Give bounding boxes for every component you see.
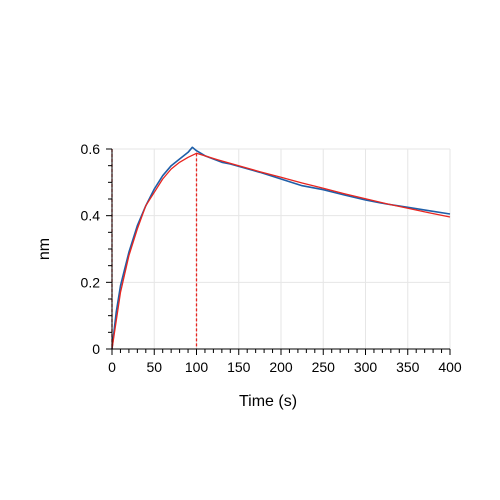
x-tick-label: 150 [227, 359, 251, 375]
y-axis-label: nm [36, 238, 53, 260]
x-tick-label: 300 [354, 359, 378, 375]
grid [112, 148, 451, 349]
y-tick-label: 0.6 [81, 141, 101, 157]
x-tick-label: 100 [185, 359, 209, 375]
x-tick-label: 50 [146, 359, 162, 375]
series-line-2 [111, 152, 451, 350]
y-tick-label: 0.2 [81, 274, 101, 290]
x-tick-label: 350 [396, 359, 420, 375]
x-tick-label: 200 [269, 359, 293, 375]
tick-labels: 0 50 100 150 200 250 300 350 400 0 0.2 0.4 0.6 [81, 141, 462, 375]
y-tick-label: 0 [92, 341, 100, 357]
axes [106, 148, 451, 355]
x-tick-label: 400 [438, 359, 462, 375]
x-tick-label: 0 [108, 359, 116, 375]
x-axis-label: Time (s) [239, 393, 297, 410]
y-tick-label: 0.4 [81, 208, 101, 224]
x-tick-label: 250 [312, 359, 336, 375]
series-group [111, 146, 451, 350]
